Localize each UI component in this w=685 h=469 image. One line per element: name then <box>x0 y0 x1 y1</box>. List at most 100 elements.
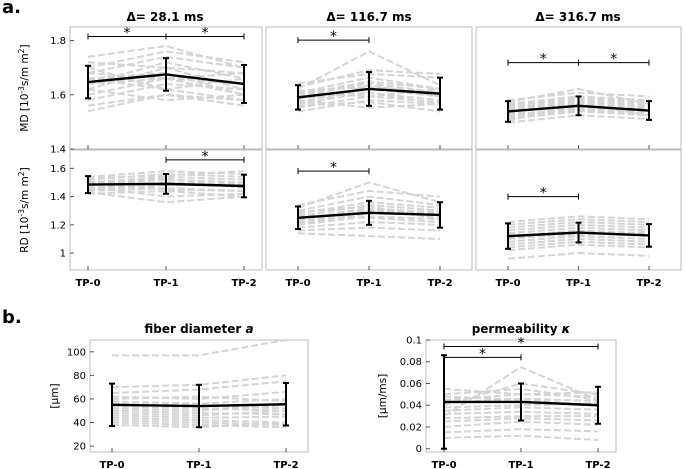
unit-exponent: 2 <box>17 171 26 176</box>
individual-series-line <box>87 191 245 204</box>
individual-series-line <box>111 380 287 395</box>
individual-series-line <box>443 410 599 415</box>
individual-series-line <box>111 374 287 389</box>
individual-series-line <box>443 387 599 401</box>
individual-series-line <box>443 402 599 409</box>
individual-series-line <box>297 195 441 212</box>
x-tick-label: TP-2 <box>427 278 452 289</box>
individual-series-line <box>111 403 287 412</box>
mean-line <box>297 211 441 219</box>
unit-exponent: 2 <box>17 48 26 53</box>
unit-exponent: -3 <box>17 209 26 217</box>
chart-title: fiber diameter a <box>144 322 253 336</box>
y-axis-label: [μm] <box>49 383 61 408</box>
chart-rd-28: 1 1.2 1.4 1.6 TP-0 TP-1 TP-2 * RD [10-3s/m m2] <box>17 149 263 289</box>
y-tick-label: 0.06 <box>400 379 422 390</box>
individual-series-line <box>87 50 245 69</box>
y-tick-label: 0.08 <box>400 357 422 368</box>
individual-series-line <box>443 434 599 442</box>
x-tick-label: TP-2 <box>273 460 298 469</box>
significance-star: * <box>479 346 486 362</box>
x-tick-label: TP-1 <box>356 278 381 289</box>
significance-star: * <box>540 186 547 202</box>
y-axis-label: [μm/ms] <box>377 374 389 418</box>
x-tick-label: TP-0 <box>495 278 520 289</box>
y-tick-label: 0.02 <box>400 422 422 433</box>
mean-line <box>87 73 245 86</box>
significance-star: * <box>124 25 131 41</box>
individual-series-line <box>443 366 599 417</box>
individual-series-line <box>87 93 245 113</box>
chart-permeability: 00.020.040.060.080.1TP-0 TP-1 TP-2**permea… <box>377 322 617 469</box>
individual-series-line <box>297 189 441 207</box>
significance-star: * <box>202 25 209 41</box>
individual-series-line <box>87 170 245 180</box>
individual-series-line <box>297 232 441 240</box>
individual-series-line <box>507 87 650 105</box>
chart-fiber-diameter: 20 40 60 80 100 TP-0 TP-1 TP-2 fiber diameter a [… <box>49 322 309 469</box>
individual-series-line <box>443 387 599 396</box>
plot-frame <box>69 149 263 271</box>
individual-series-line <box>111 390 287 400</box>
y-tick-label: 0.1 <box>406 336 422 347</box>
y-tick-label: 20 <box>73 442 86 453</box>
individual-series-line <box>87 88 245 102</box>
individual-series-line <box>111 409 287 417</box>
significance-star: * <box>202 149 209 165</box>
individual-series-line <box>87 77 245 96</box>
x-tick-label: TP-0 <box>75 278 100 289</box>
individual-series-line <box>87 82 245 102</box>
individual-series-line <box>111 405 287 412</box>
panel-letter-b: b. <box>2 307 22 328</box>
mean-line <box>444 400 599 407</box>
individual-series-line <box>87 181 245 191</box>
chart-title-symbol: κ <box>558 322 571 336</box>
individual-series-line <box>443 415 598 420</box>
unit-text: s/m m <box>19 53 31 86</box>
mean-line <box>507 104 650 113</box>
chart-rd-316: TP-0 TP-1 TP-2 * <box>475 149 682 289</box>
mean-line <box>87 182 245 188</box>
y-tick-label: 40 <box>73 418 86 429</box>
individual-series-line <box>111 421 287 429</box>
individual-series-line <box>112 339 287 357</box>
chart-md-316: * * Δ= 316.7 ms <box>475 10 682 150</box>
y-tick-label: 100 <box>67 347 86 358</box>
chart-title: Δ= 28.1 ms <box>127 10 204 24</box>
chart-rd-116: TP-0 TP-1 TP-2 * <box>265 149 473 289</box>
individual-series-line <box>111 421 287 429</box>
mean-line <box>111 403 287 408</box>
x-tick-label: TP-2 <box>636 278 661 289</box>
individual-series-line <box>443 406 599 412</box>
individual-series-line <box>297 99 441 109</box>
y-axis-label: MD [10-3s/m m2] <box>17 44 32 131</box>
individual-series-line <box>111 414 287 419</box>
individual-series-line <box>111 397 287 405</box>
y-tick-label: 1.4 <box>50 145 66 156</box>
individual-series-line <box>507 252 650 260</box>
x-tick-label: TP-1 <box>508 460 533 469</box>
individual-series-line <box>443 417 599 423</box>
individual-series-line <box>507 215 650 223</box>
x-tick-label: TP-0 <box>99 460 124 469</box>
y-tick-label: 1 <box>60 249 66 260</box>
unit-text: s/m m <box>19 176 31 209</box>
y-tick-label: 1.2 <box>50 220 66 231</box>
individual-series-line <box>87 93 245 107</box>
significance-star: * <box>518 336 525 352</box>
individual-series-line <box>443 395 599 407</box>
significance-star: * <box>610 52 617 68</box>
mean-line <box>297 87 441 99</box>
y-tick-label: 0.04 <box>400 401 422 412</box>
significance-star: * <box>330 29 337 45</box>
individual-series-line <box>111 409 287 416</box>
y-axis-label: RD [10-3s/m m2] <box>17 167 32 252</box>
x-tick-label: TP-1 <box>186 460 211 469</box>
chart-md-28: 1.4 1.6 1.8 * *Δ= 28.1 ms MD [10-3s/m m2] <box>17 10 263 156</box>
individual-series-line <box>297 50 441 90</box>
plot-frame <box>475 149 682 271</box>
individual-series-line <box>507 243 650 252</box>
chart-title: Δ= 316.7 ms <box>535 10 620 24</box>
